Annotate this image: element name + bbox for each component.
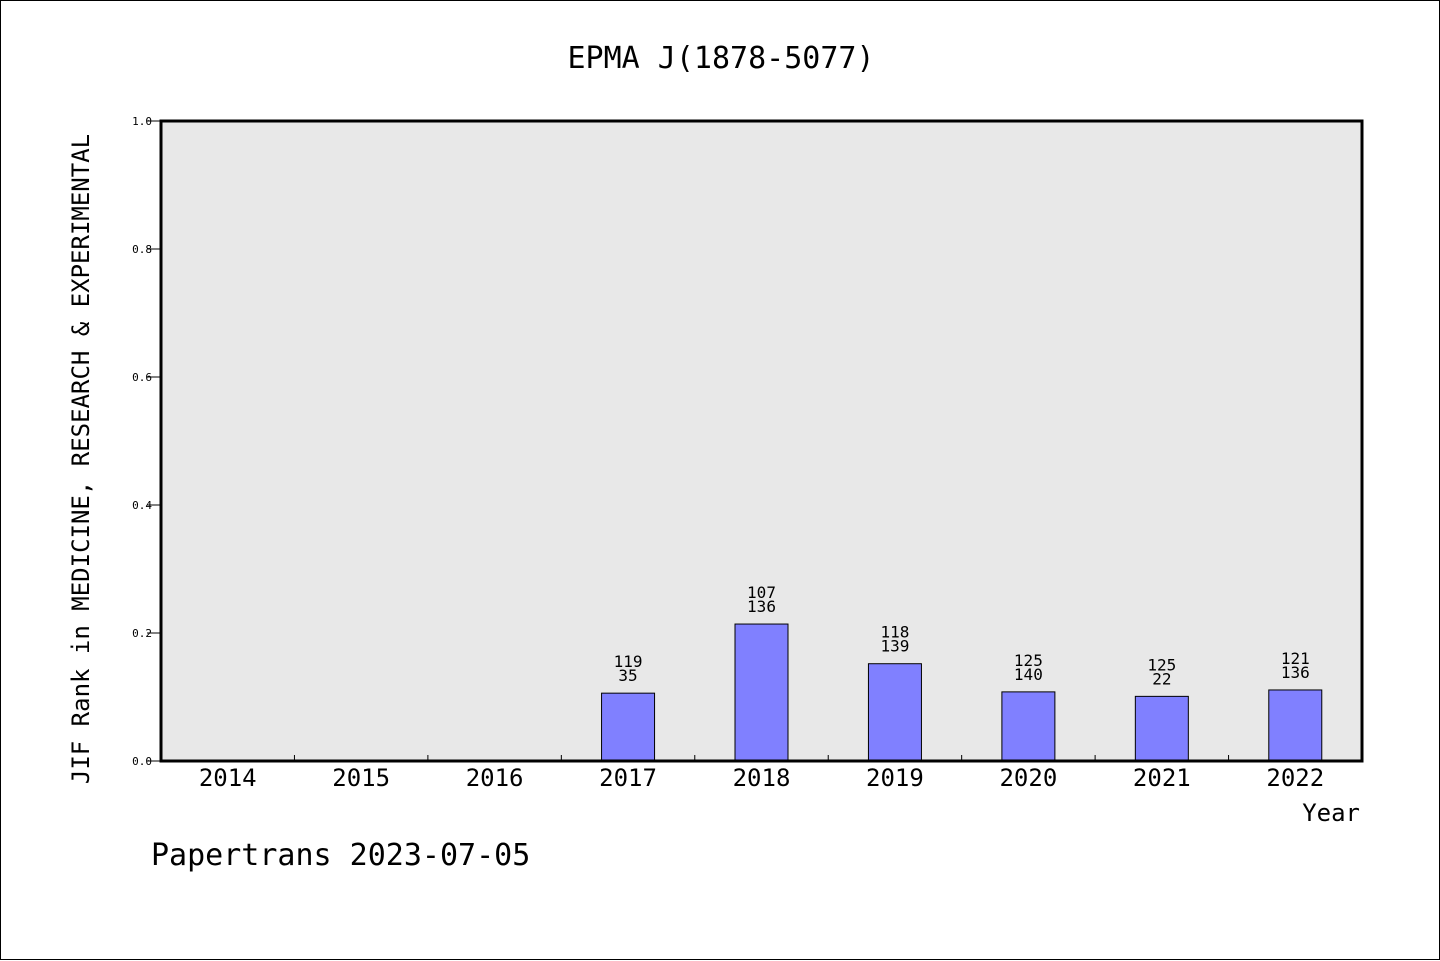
y-tick-label: 0.0 <box>132 755 152 768</box>
bar-label-lower: 136 <box>747 597 776 616</box>
bar-label-lower: 35 <box>618 666 637 685</box>
bar-2022 <box>1268 689 1323 762</box>
x-tick-label: 2016 <box>466 764 524 792</box>
bar-label-upper: 107 <box>747 583 776 602</box>
y-tick-label: 0.4 <box>132 499 152 512</box>
bar-label-upper: 121 <box>1281 649 1310 668</box>
x-tick-label: 2021 <box>1133 764 1191 792</box>
bar-label-lower: 139 <box>880 637 909 656</box>
x-axis-ticks: 2014 2015 2016 2017 2018 2019 2020 2021 2022 <box>199 755 1324 792</box>
y-axis-label: JIF Rank in MEDICINE, RESEARCH & EXPERIM… <box>67 134 95 784</box>
footer-text: Papertrans 2023-07-05 <box>151 838 530 873</box>
y-tick-label: 0.2 <box>132 627 152 640</box>
bar-2020 <box>1001 691 1056 762</box>
x-tick-label: 2018 <box>733 764 791 792</box>
bars-group <box>601 623 1323 762</box>
bar-2021 <box>1134 695 1189 762</box>
x-axis-label: Year <box>1302 799 1360 827</box>
bar-label-upper: 119 <box>614 652 643 671</box>
y-axis-ticks: 0.0 0.2 0.4 0.6 0.8 1.0 <box>132 115 161 768</box>
plot-border <box>159 119 1364 763</box>
x-tick-label: 2017 <box>599 764 657 792</box>
y-tick-label: 0.8 <box>132 243 152 256</box>
bar-label-lower: 22 <box>1152 669 1171 688</box>
bar-label-upper: 118 <box>880 623 909 642</box>
y-tick-label: 1.0 <box>132 115 152 128</box>
x-tick-label: 2019 <box>866 764 924 792</box>
bar-2019 <box>867 663 922 762</box>
bar-2018 <box>734 623 789 762</box>
bar-label-lower: 140 <box>1014 665 1043 684</box>
y-tick-label: 0.6 <box>132 371 152 384</box>
bar-label-lower: 136 <box>1281 663 1310 682</box>
x-tick-label: 2022 <box>1266 764 1324 792</box>
bar-label-upper: 125 <box>1014 651 1043 670</box>
x-tick-label: 2014 <box>199 764 257 792</box>
bar-2017 <box>601 692 656 762</box>
chart-title: EPMA J(1878-5077) <box>567 41 874 76</box>
bar-label-upper: 125 <box>1147 655 1176 674</box>
x-tick-label: 2015 <box>332 764 390 792</box>
x-tick-label: 2020 <box>999 764 1057 792</box>
